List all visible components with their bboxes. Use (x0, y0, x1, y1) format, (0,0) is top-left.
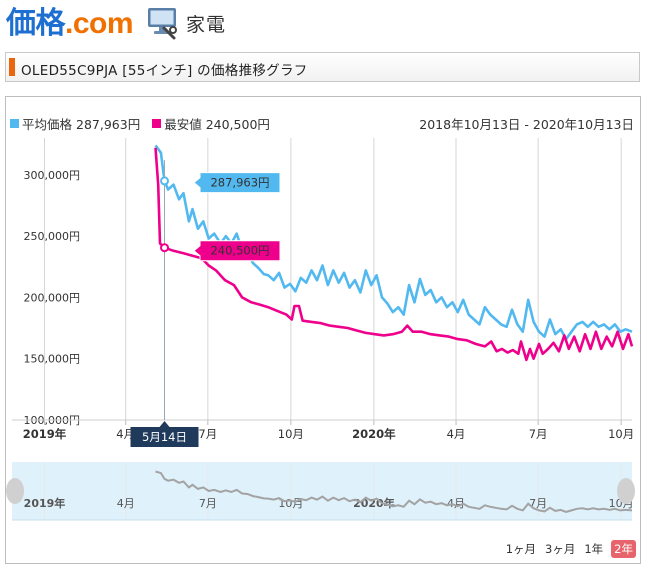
legend-avg-swatch (10, 119, 19, 128)
legend-item-min[interactable]: 最安値 240,500円 (152, 114, 270, 133)
chart-panel (5, 96, 641, 564)
legend-avg-label: 平均価格 (22, 117, 73, 132)
zoom-2-year-button[interactable]: 2年 (611, 540, 636, 558)
logo-text-com: .com (65, 7, 134, 40)
zoom-3-month-button[interactable]: 3ヶ月 (545, 542, 576, 556)
zoom-1-year-button[interactable]: 1年 (584, 542, 604, 556)
category-link[interactable]: 家電 (146, 6, 226, 40)
legend-min-value: 240,500円 (205, 117, 270, 132)
date-range: 2018年10月13日 - 2020年10月13日 (419, 117, 634, 132)
pc-monitor-icon (148, 8, 177, 40)
legend-min-label: 最安値 (164, 117, 202, 132)
page-title-bar: OLED55C9PJA [55インチ] の価格推移グラフ (5, 52, 640, 82)
kakaku-logo[interactable]: 価格 .com (6, 4, 134, 44)
logo-text-jp: 価格 (6, 7, 66, 40)
zoom-1-month-button[interactable]: 1ヶ月 (505, 542, 537, 556)
legend-item-avg[interactable]: 平均価格 287,963円 (10, 114, 140, 133)
category-label: 家電 (186, 13, 227, 36)
page-title: OLED55C9PJA [55インチ] の価格推移グラフ (21, 63, 308, 79)
title-accent-bar (9, 58, 15, 76)
zoom-controls: 1ヶ月 3ヶ月 1年 2年 (498, 540, 636, 558)
legend-avg-value: 287,963円 (76, 117, 141, 132)
chart-legend: 平均価格 287,963円 最安値 240,500円 (10, 114, 282, 133)
legend-min-swatch (152, 119, 162, 128)
